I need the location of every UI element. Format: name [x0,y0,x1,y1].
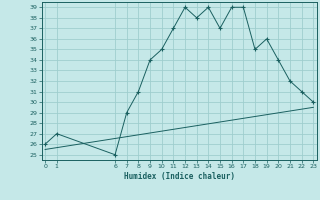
X-axis label: Humidex (Indice chaleur): Humidex (Indice chaleur) [124,172,235,181]
